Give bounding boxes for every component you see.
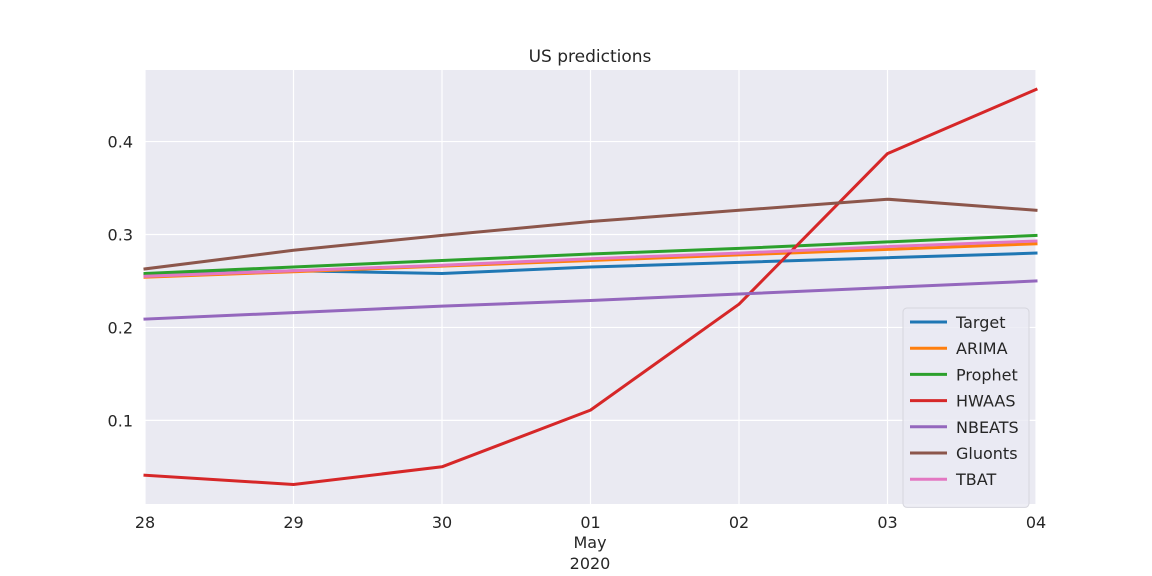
series-line-hwaas bbox=[143, 87, 1038, 486]
legend-label-tbat: TBAT bbox=[955, 470, 996, 489]
y-axis: 0.1 0.2 0.3 0.4 bbox=[108, 133, 133, 431]
series-lines bbox=[143, 87, 1038, 486]
legend-label-nbeats: NBEATS bbox=[956, 418, 1019, 437]
x-tick-label: 29 bbox=[283, 513, 303, 532]
x-tick-label: 03 bbox=[877, 513, 897, 532]
legend-box bbox=[902, 307, 1030, 508]
series-line-nbeats bbox=[143, 279, 1038, 321]
x-axis-year-label: 2020 bbox=[570, 554, 611, 573]
legend-label-prophet: Prophet bbox=[956, 365, 1018, 384]
legend-label-arima: ARIMA bbox=[956, 339, 1008, 358]
x-axis: 28 29 30 01 02 03 04 bbox=[135, 513, 1046, 532]
y-tick-label: 0.3 bbox=[108, 225, 133, 244]
series-line-prophet bbox=[143, 233, 1038, 276]
legend-label-hwaas: HWAAS bbox=[956, 392, 1015, 411]
series-line-tbat bbox=[143, 239, 1038, 278]
x-tick-label: 04 bbox=[1026, 513, 1046, 532]
y-tick-label: 0.4 bbox=[108, 133, 133, 152]
legend-label-target: Target bbox=[955, 313, 1006, 332]
x-axis-month-label: May bbox=[573, 533, 606, 552]
y-tick-label: 0.2 bbox=[108, 318, 133, 337]
gridlines bbox=[144, 70, 1037, 504]
y-tick-label: 0.1 bbox=[108, 411, 133, 430]
legend: Target ARIMA Prophet HWAAS NBEATS Gluonts TBAT bbox=[902, 307, 1030, 508]
x-tick-label: 01 bbox=[580, 513, 600, 532]
legend-label-gluonts: Gluonts bbox=[956, 444, 1018, 463]
series-line-gluonts bbox=[143, 197, 1038, 271]
x-tick-label: 30 bbox=[432, 513, 452, 532]
x-tick-label: 02 bbox=[729, 513, 749, 532]
chart-title: US predictions bbox=[529, 47, 652, 67]
x-tick-label: 28 bbox=[135, 513, 155, 532]
